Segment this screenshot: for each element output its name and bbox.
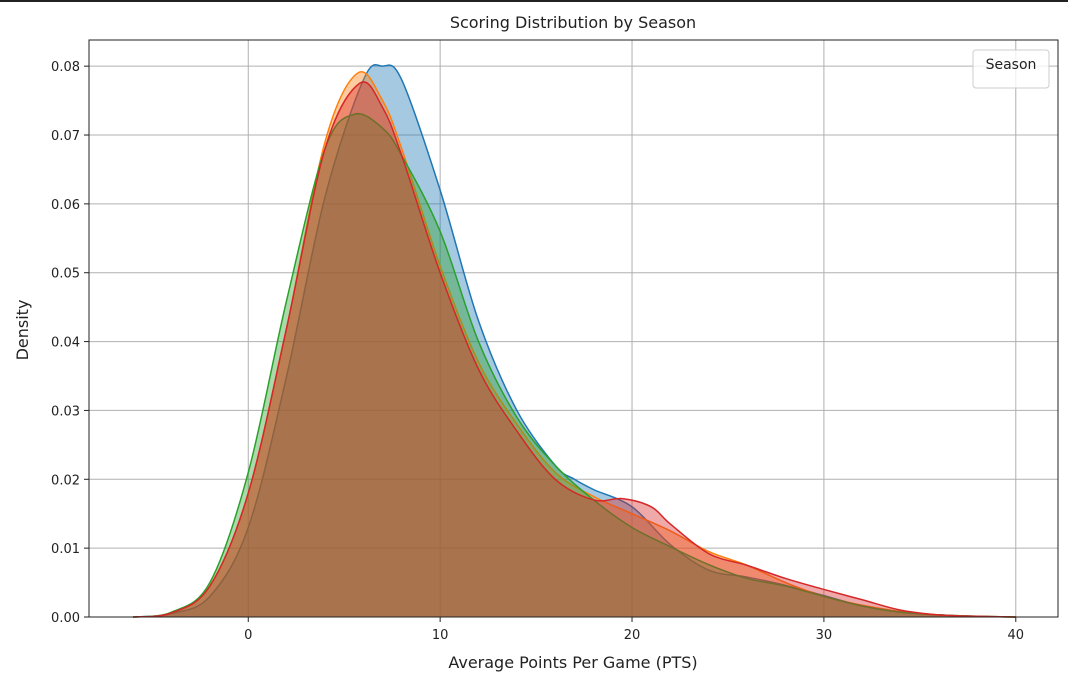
x-tick-label: 20 xyxy=(624,628,641,643)
x-axis-label: Average Points Per Game (PTS) xyxy=(448,653,697,672)
y-tick-label: 0.00 xyxy=(51,611,80,626)
y-tick-label: 0.07 xyxy=(51,129,80,144)
y-tick-label: 0.02 xyxy=(51,473,80,488)
y-tick-label: 0.04 xyxy=(51,336,80,351)
y-tick-label: 0.01 xyxy=(51,542,80,557)
x-tick-label: 10 xyxy=(432,628,449,643)
window-top-border xyxy=(0,0,1068,2)
legend-box xyxy=(972,49,1050,89)
kde-line-series-4 xyxy=(133,81,1016,618)
chart-title: Scoring Distribution by Season xyxy=(450,13,696,32)
kde-area-series-3 xyxy=(133,113,1016,617)
y-tick-label: 0.03 xyxy=(51,404,80,419)
x-ticks: 0 10 20 30 40 xyxy=(244,617,1024,643)
y-ticks: 0.00 0.01 0.02 0.03 0.04 0.05 0.06 0.07 0.08 xyxy=(51,60,89,626)
legend: Season xyxy=(972,49,1050,89)
kde-areas xyxy=(133,64,1016,618)
x-tick-label: 30 xyxy=(816,628,833,643)
kde-area-series-2 xyxy=(133,71,1016,617)
legend-title: Season xyxy=(986,57,1037,73)
y-tick-label: 0.08 xyxy=(51,60,80,75)
y-tick-label: 0.05 xyxy=(51,267,80,282)
kde-area-series-4 xyxy=(133,81,1016,618)
kde-line-series-3 xyxy=(133,112,1016,618)
x-tick-label: 0 xyxy=(244,628,252,643)
y-axis-label: Density xyxy=(13,300,32,361)
kde-area-series-1 xyxy=(133,64,1016,618)
plot-frame xyxy=(88,39,1059,618)
x-tick-label: 40 xyxy=(1008,628,1025,643)
y-tick-label: 0.06 xyxy=(51,198,80,213)
